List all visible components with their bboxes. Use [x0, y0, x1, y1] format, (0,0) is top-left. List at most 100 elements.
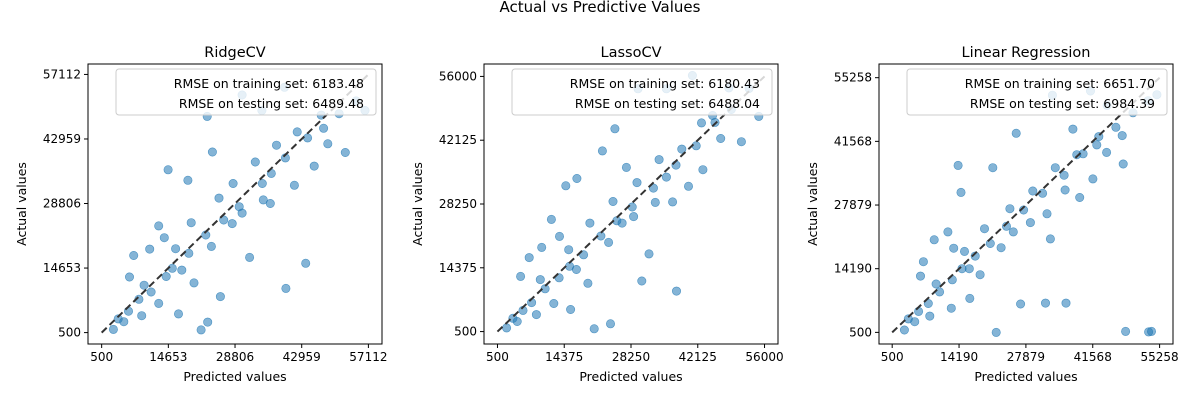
- subplot-1: 500 500 14653 14653 28806 28806 42959 42959 5711…: [14, 45, 387, 384]
- scatter-point: [154, 221, 164, 231]
- y-tick-label: 500: [454, 325, 477, 339]
- legend-box: [906, 68, 1168, 116]
- scatter-point: [585, 218, 595, 228]
- scatter-point: [654, 155, 664, 165]
- scatter-point: [535, 275, 545, 285]
- scatter-point: [189, 278, 199, 288]
- subplot-title: Linear Regression: [962, 45, 1091, 61]
- scatter-point: [964, 264, 974, 274]
- scatter-point: [215, 292, 225, 302]
- scatter-point: [292, 127, 302, 137]
- scatter-point: [716, 134, 726, 144]
- scatter-point: [340, 148, 350, 158]
- scatter-point: [125, 272, 135, 282]
- scatter-point: [925, 311, 935, 321]
- scatter-point: [146, 287, 156, 297]
- legend-box: [115, 68, 377, 116]
- scatter-point: [161, 271, 171, 281]
- y-tick-label: 41568: [834, 134, 872, 148]
- x-tick-label: 41568: [1074, 350, 1112, 364]
- scatter-points: [899, 86, 1162, 337]
- scatter-point: [597, 146, 607, 156]
- y-tick-label: 42125: [439, 133, 477, 147]
- scatter-point: [531, 310, 541, 320]
- scatter-point: [1121, 326, 1131, 336]
- scatter-point: [1050, 163, 1060, 173]
- scatter-point: [1005, 204, 1015, 214]
- scatter-point: [589, 324, 599, 334]
- y-tick-label: 500: [58, 326, 81, 340]
- scatter-point: [196, 325, 206, 335]
- scatter-point: [899, 325, 909, 335]
- scatter-point: [207, 147, 217, 157]
- scatter-point: [549, 298, 559, 308]
- scatter-point: [572, 174, 582, 184]
- scatter-point: [524, 253, 534, 263]
- y-tick-label: 500: [849, 325, 872, 339]
- subplot-3: 500 500 14190 14190 27879 27879 41568 41568 5525…: [805, 45, 1179, 384]
- scatter-point: [903, 314, 913, 324]
- x-tick-label: 14375: [545, 350, 583, 364]
- scatter-point: [206, 241, 216, 251]
- scatter-point: [946, 303, 956, 313]
- y-axis-label: Actual values: [14, 162, 29, 246]
- scatter-point: [637, 276, 647, 286]
- scatter-point: [1025, 218, 1035, 228]
- x-tick-label: 500: [486, 350, 509, 364]
- scatter-point: [203, 317, 213, 327]
- x-tick-label: 57112: [349, 350, 387, 364]
- scatter-point: [1075, 193, 1085, 203]
- figure-title: Actual vs Predictive Values: [500, 0, 701, 16]
- scatter-point: [309, 161, 319, 171]
- scatter-point: [145, 244, 155, 254]
- scatter-point: [323, 139, 333, 149]
- scatter-point: [571, 264, 581, 274]
- legend-entry: RMSE on testing set: 6984.39: [970, 96, 1155, 111]
- scatter-point: [281, 283, 291, 293]
- scatter-point: [1028, 186, 1038, 196]
- scatter-point: [650, 197, 660, 207]
- scatter-point: [1060, 185, 1070, 195]
- scatter-point: [303, 133, 313, 143]
- scatter-point: [683, 181, 693, 191]
- scatter-point: [1068, 124, 1078, 134]
- scatter-point: [929, 235, 939, 245]
- scatter-point: [991, 327, 1001, 337]
- x-tick-label: 14653: [149, 350, 187, 364]
- scatter-point: [931, 279, 941, 289]
- scatter-point: [502, 323, 512, 333]
- x-axis-label: Predicted values: [183, 369, 286, 384]
- scatter-point: [227, 219, 237, 229]
- y-tick-label: 57112: [43, 67, 81, 81]
- scatter-point: [632, 178, 642, 188]
- scatter-point: [1011, 128, 1021, 138]
- subplot-title: RidgeCV: [204, 45, 266, 61]
- subplot-title: LassoCV: [601, 45, 662, 61]
- scatter-point: [736, 137, 746, 147]
- scatter-points: [502, 71, 764, 334]
- scatter-point: [1042, 209, 1052, 219]
- scatter-point: [918, 257, 928, 267]
- y-tick-label: 27879: [834, 198, 872, 212]
- scatter-point: [171, 244, 181, 254]
- y-tick-label: 14653: [43, 261, 81, 275]
- diagonal-line: [891, 76, 1161, 334]
- y-tick-label: 55258: [834, 71, 872, 85]
- y-axis-label: Actual values: [410, 162, 425, 246]
- scatter-point: [154, 298, 164, 308]
- scatter-point: [959, 246, 969, 256]
- legend-entry: RMSE on training set: 6183.48: [174, 76, 364, 91]
- diagonal-line: [100, 73, 370, 334]
- scatter-point: [668, 197, 678, 207]
- scatter-point: [956, 187, 966, 197]
- scatter-point: [163, 165, 173, 175]
- scatter-point: [621, 162, 631, 172]
- legend-entry: RMSE on training set: 6651.70: [965, 76, 1155, 91]
- scatter-point: [174, 309, 184, 319]
- scatter-point: [139, 280, 149, 290]
- scatter-point: [579, 250, 589, 260]
- x-tick-label: 55258: [1141, 350, 1179, 364]
- scatter-point: [129, 251, 139, 261]
- x-tick-label: 56000: [745, 350, 783, 364]
